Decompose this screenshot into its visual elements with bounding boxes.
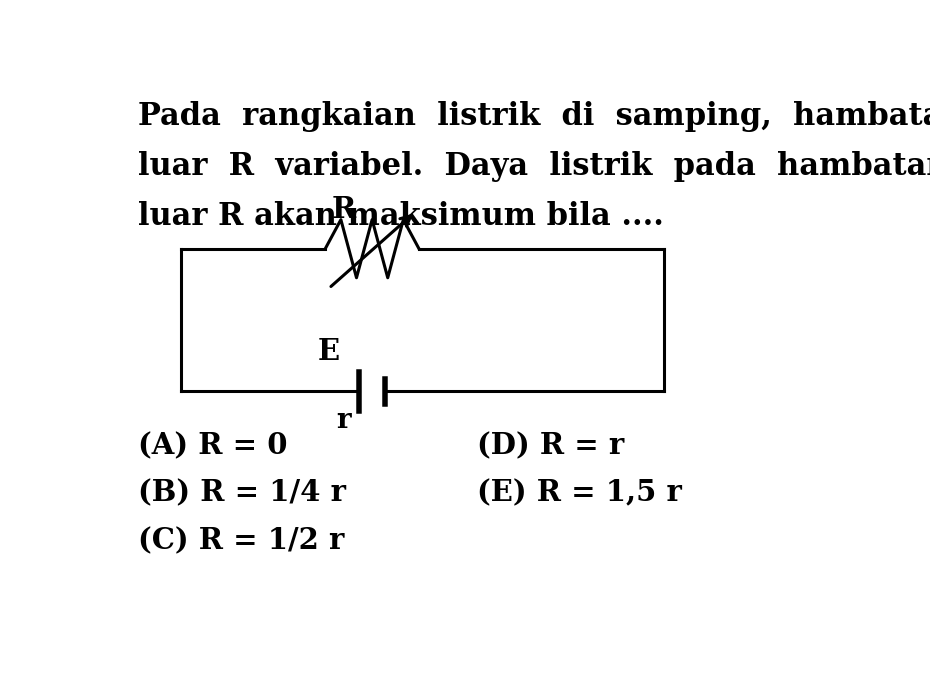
Text: E: E <box>318 338 340 366</box>
Text: r: r <box>336 407 351 434</box>
Text: (D) R = r: (D) R = r <box>476 431 624 460</box>
Text: luar R akan maksimum bila ....: luar R akan maksimum bila .... <box>138 201 664 232</box>
Text: Pada  rangkaian  listrik  di  samping,  hambatan: Pada rangkaian listrik di samping, hamba… <box>138 101 930 132</box>
Text: (A) R = 0: (A) R = 0 <box>138 431 287 460</box>
Text: (E) R = 1,5 r: (E) R = 1,5 r <box>476 479 682 508</box>
Text: (B) R = 1/4 r: (B) R = 1/4 r <box>138 479 346 508</box>
Text: R: R <box>331 195 355 224</box>
Text: (C) R = 1/2 r: (C) R = 1/2 r <box>138 526 344 555</box>
Text: luar  R  variabel.  Daya  listrik  pada  hambatan: luar R variabel. Daya listrik pada hamba… <box>138 151 930 182</box>
